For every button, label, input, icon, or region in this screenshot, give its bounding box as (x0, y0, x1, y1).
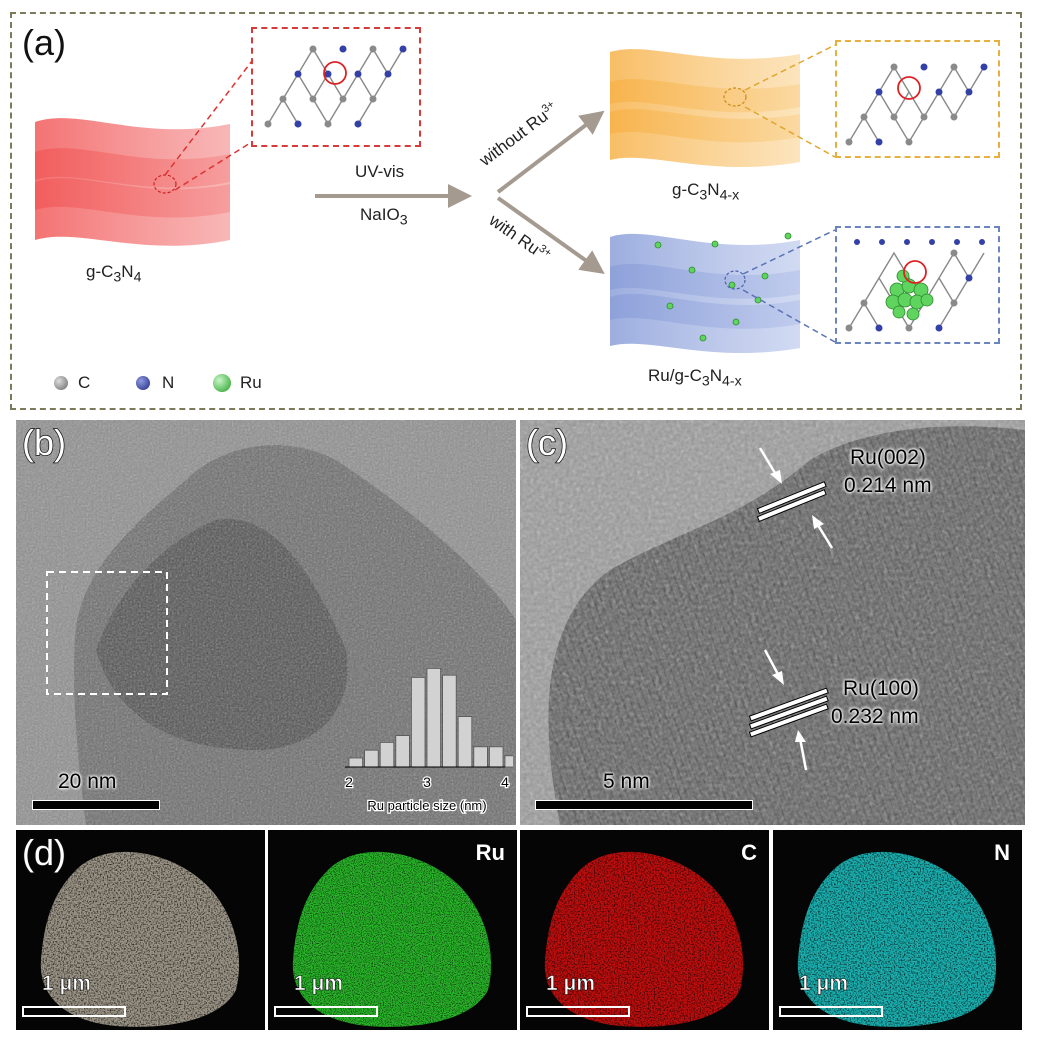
gcn-structure (264, 45, 407, 128)
scale-bar-b (32, 800, 160, 810)
eds-scale-bar (526, 1006, 630, 1017)
hist-bar (364, 749, 379, 768)
eds-scale-bar (274, 1006, 378, 1017)
eds-map-label: C (741, 840, 757, 865)
legend-dot-carbon (54, 376, 68, 390)
gcn-x-sheets (610, 49, 800, 168)
gcn-x-structure (845, 63, 988, 146)
hist-bar (411, 677, 426, 768)
scale-label-b: 20 nm (58, 770, 117, 793)
hist-tick-4: 4 (501, 774, 509, 790)
ru-gcn-x-structure (845, 239, 985, 332)
legend-label-nitrogen: N (162, 373, 175, 392)
zoom-box-gcn (251, 27, 421, 147)
fringe-markers (748, 447, 834, 771)
product-label-ru-gcn-x: Ru/g-C3N4-x (648, 366, 742, 390)
hist-bar (457, 716, 473, 768)
scale-label-c: 5 nm (603, 770, 650, 793)
hrtem-image-panel-c (520, 420, 1025, 825)
eds-map-ru: Ru 1 μm (268, 830, 517, 1030)
condition-naio3: NaIO3 (360, 205, 408, 229)
reactant-label: g-C3N4 (86, 262, 142, 286)
zoom-box-gcn-x (835, 40, 1000, 158)
hist-bar (504, 755, 513, 768)
eds-scale-label: 1 μm (546, 972, 596, 996)
branch-arrow-down (496, 196, 605, 274)
eds-scale-bar (22, 1006, 126, 1017)
eds-scale-label: 1 μm (42, 972, 92, 996)
hist-bar (348, 757, 364, 768)
eds-scale-label: 1 μm (799, 972, 849, 996)
ru-gcn-sheets (610, 232, 800, 354)
eds-map-n: N 1 μm (773, 830, 1022, 1030)
hist-bar (442, 674, 457, 768)
branch-arrow-up (496, 110, 605, 194)
hist-bar (379, 742, 395, 768)
legend-dot-nitrogen (136, 376, 150, 390)
hist-bar (473, 746, 488, 768)
panel-b-letter: (b) (21, 421, 67, 464)
eds-scale-label: 1 μm (294, 972, 344, 996)
zoom-box-ru-gcn-x (835, 226, 1000, 344)
fringe-label-ru002: Ru(002) 0.214 nm (844, 446, 932, 497)
legend-label-ruthenium: Ru (240, 373, 262, 392)
scheme-graphics (35, 44, 836, 354)
product-label-gcn-x: g-C3N4-x (672, 180, 740, 204)
eds-map-graphic (797, 851, 997, 1027)
hist-bar (488, 746, 504, 768)
eds-map-label: N (994, 840, 1010, 865)
gcn-sheets (35, 118, 230, 246)
eds-map-graphic (292, 851, 492, 1027)
eds-map-graphic (40, 851, 240, 1027)
eds-map-overlay: 1 μm (16, 830, 265, 1030)
legend-label-carbon: C (78, 373, 91, 392)
hist-bar (426, 667, 442, 768)
panel-a-letter: (a) (22, 22, 66, 63)
hist-xlabel: Ru particle size (nm) (367, 798, 486, 813)
eds-map-c: C 1 μm (520, 830, 769, 1030)
fringe-label-ru100: Ru(100) 0.232 nm (831, 677, 919, 728)
eds-map-graphic (544, 851, 744, 1027)
hist-tick-3: 3 (423, 774, 431, 790)
particle-size-histogram: 2 3 4 Ru particle size (nm) (344, 667, 513, 814)
eds-map-label: Ru (475, 840, 505, 865)
condition-uv-vis: UV-vis (355, 162, 405, 181)
hist-bar (395, 735, 410, 768)
zoom-region-marker (46, 571, 168, 695)
panel-c-letter: (c) (525, 421, 568, 464)
eds-scale-bar (779, 1006, 883, 1017)
hist-tick-2: 2 (345, 774, 353, 790)
scale-bar-c (535, 800, 753, 810)
panel-d-letter: (d) (21, 831, 67, 874)
legend-dot-ruthenium (213, 374, 231, 392)
